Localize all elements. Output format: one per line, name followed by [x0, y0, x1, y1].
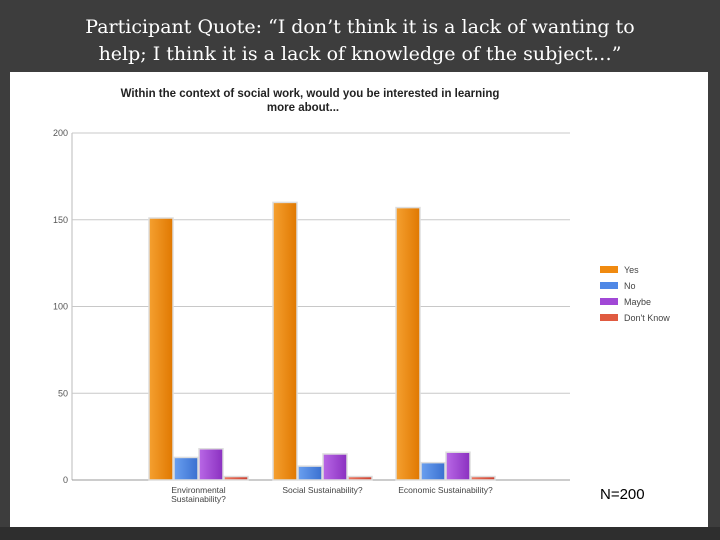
- legend-swatch-dont-know: [600, 314, 618, 321]
- bar-no: [173, 456, 199, 481]
- x-category-label: Social Sustainability?: [282, 485, 363, 495]
- legend-swatch-no: [600, 282, 618, 289]
- legend-swatch-yes: [600, 266, 618, 273]
- chart-title-line-2: more about...: [267, 102, 339, 114]
- bar-chart: Within the context of social work, would…: [53, 88, 670, 504]
- sample-size-label: N=200: [600, 486, 645, 503]
- bar-yes: [395, 206, 421, 481]
- bar-dont-know: [470, 475, 496, 481]
- slide-title-line-1: Participant Quote: “I don’t think it is …: [85, 16, 635, 38]
- legend-label-yes: Yes: [624, 265, 639, 275]
- legend: Yes No Maybe Don't Know: [600, 265, 670, 323]
- y-tick-label: 100: [53, 302, 68, 312]
- bar-yes: [272, 201, 298, 481]
- bars: [148, 201, 496, 481]
- chart-title-line-1: Within the context of social work, would…: [121, 88, 500, 100]
- bar-dont-know: [223, 475, 249, 481]
- bar-no: [297, 465, 323, 481]
- slide-title-line-2: help; I think it is a lack of knowledge …: [98, 43, 622, 65]
- y-tick-label: 50: [58, 388, 68, 398]
- y-tick-label: 200: [53, 128, 68, 138]
- x-category-label: Environmental: [171, 485, 225, 495]
- x-category-label: Sustainability?: [171, 494, 226, 504]
- bar-yes: [148, 217, 174, 481]
- bar-no: [420, 461, 446, 481]
- slide-footer-band: [0, 527, 720, 540]
- legend-label-maybe: Maybe: [624, 297, 651, 307]
- slide-title: Participant Quote: “I don’t think it is …: [0, 14, 720, 68]
- axis-labels: 0 50 100 150 200 EnvironmentalSustainability?…: [53, 128, 493, 504]
- gridlines: [71, 132, 570, 481]
- legend-label-no: No: [624, 281, 636, 291]
- bar-dont-know: [347, 475, 373, 481]
- chart-panel: Within the context of social work, would…: [10, 72, 708, 527]
- x-category-label: Economic Sustainability?: [398, 485, 493, 495]
- y-tick-label: 0: [63, 475, 68, 485]
- bar-maybe: [322, 453, 348, 481]
- bar-maybe: [198, 448, 224, 481]
- y-tick-label: 150: [53, 215, 68, 225]
- legend-label-dont-know: Don't Know: [624, 313, 670, 323]
- legend-swatch-maybe: [600, 298, 618, 305]
- bar-maybe: [445, 451, 471, 481]
